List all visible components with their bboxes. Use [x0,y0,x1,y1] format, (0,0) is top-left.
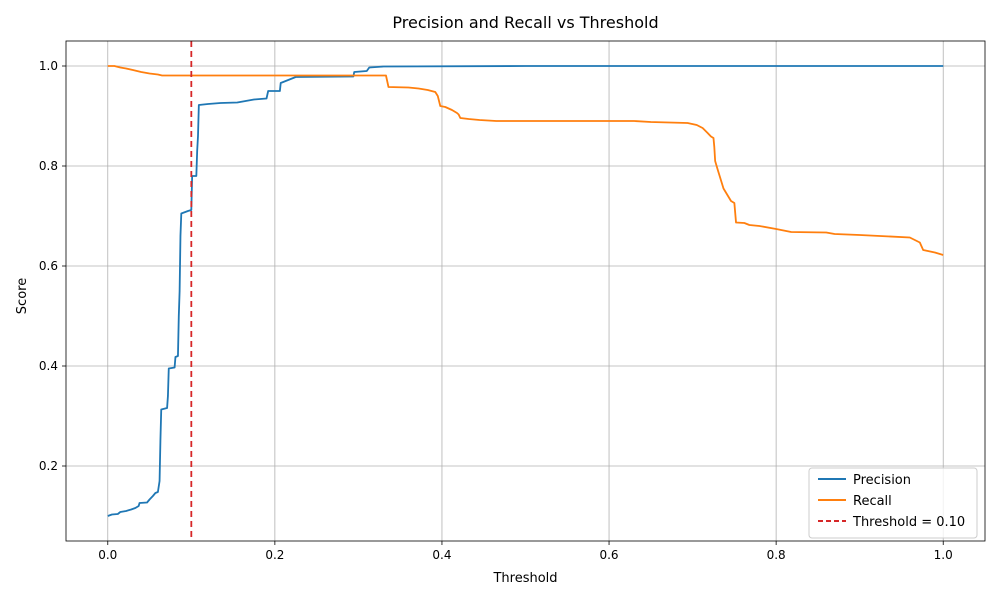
x-tick-label-2: 0.4 [432,548,451,562]
x-tick-label-1: 0.2 [265,548,284,562]
x-tick-label-5: 1.0 [934,548,953,562]
legend-threshold-label: Threshold = 0.10 [852,515,965,530]
plot-area: 0.0 0.2 0.4 0.6 0.8 1.0 0.2 0.4 0.6 0.8 1.0 [39,40,986,562]
legend-recall-label: Recall [853,494,892,509]
x-tick-label-0: 0.0 [98,548,117,562]
chart-title: Precision and Recall vs Threshold [392,13,658,32]
y-tick-label-1: 0.4 [39,359,58,373]
y-axis-label: Score [15,278,30,314]
y-tick-label-4: 1.0 [39,59,58,73]
x-axis-label: Threshold [492,571,557,586]
legend-frame [808,467,978,539]
y-tick-label-0: 0.2 [39,459,58,473]
plot-frame [65,40,986,542]
precision-line [107,65,944,517]
x-tick-label-3: 0.6 [599,548,618,562]
x-tick-label-4: 0.8 [767,548,786,562]
y-tick-label-2: 0.6 [39,259,58,273]
y-tick-label-3: 0.8 [39,159,58,173]
legend-precision-label: Precision [853,473,911,488]
legend: Precision Recall Threshold = 0.10 [808,467,978,539]
